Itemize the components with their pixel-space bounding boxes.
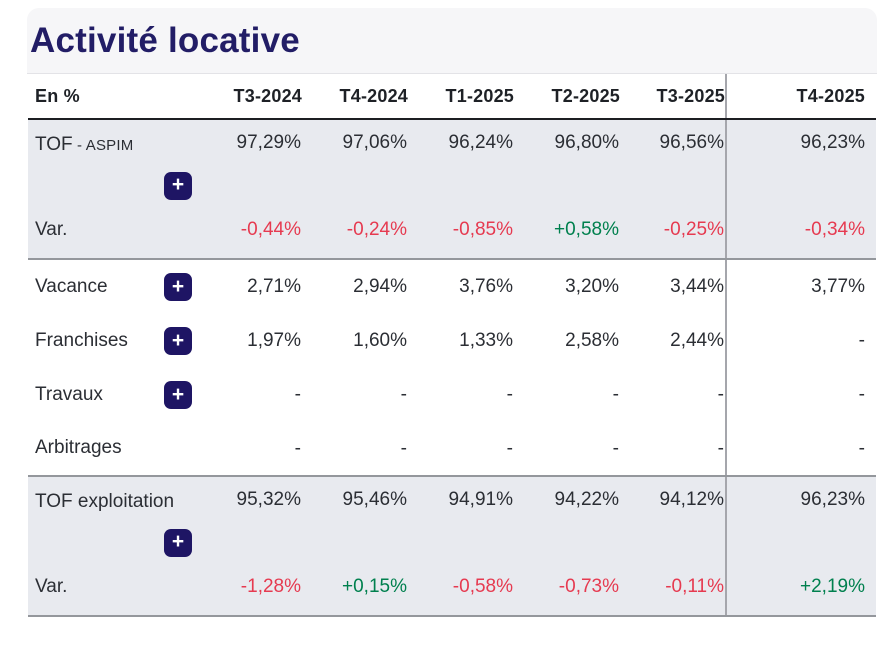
value-cell: 2,71% [247, 276, 301, 298]
expand-button[interactable]: + [164, 327, 192, 356]
value-cell: 96,24% [408, 119, 514, 204]
value-cell: +0,15% [302, 560, 408, 618]
column-header: T3-2025 [620, 74, 726, 121]
table-body: TOF - ASPIM + 97,29% 97,06% 96,24% 96,80% 96… [28, 119, 876, 618]
value-cell: - [725, 314, 876, 369]
value-cell: - [196, 422, 302, 478]
value-cell: - [717, 384, 724, 406]
page-title: Activité locative [30, 21, 300, 60]
value-cell: - [725, 368, 876, 423]
value-cell: 3,77% [725, 259, 876, 315]
value-cell: - [302, 422, 408, 478]
column-header: T2-2025 [514, 74, 620, 121]
header-row: En % T3-2024 T4-2024 T1-2025 T2-2025 T3-2025… [28, 74, 876, 121]
unit-label: En % [28, 74, 196, 121]
plus-icon: + [171, 530, 185, 554]
row-label: Var. [35, 575, 68, 597]
value-cell: 1,33% [459, 330, 513, 352]
plus-icon: + [171, 382, 185, 406]
value-cell: 3,76% [459, 276, 513, 298]
value-cell: 95,46% [302, 476, 408, 561]
value-cell: - [514, 422, 620, 478]
value-cell: 97,29% [196, 119, 302, 204]
value-cell: +2,19% [725, 560, 876, 618]
expand-button[interactable]: + [164, 273, 192, 302]
row-label-box: TOF - ASPIM + [35, 132, 195, 200]
value-cell: 1,97% [247, 330, 301, 352]
row-label-box: Var. [35, 574, 195, 601]
value-cell: - [408, 422, 514, 478]
value-cell: 2,58% [565, 330, 619, 352]
value-cell: -0,24% [302, 203, 408, 261]
value-cell: 96,23% [725, 476, 876, 561]
value-cell: - [620, 422, 726, 478]
row-label: Var. [35, 218, 68, 240]
table-row-vacance: Vacance + 2,71% 2,94% 3,76% 3,20% 3,44% 3,77% [28, 259, 876, 315]
column-header: T1-2025 [408, 74, 514, 121]
plus-icon: + [171, 173, 185, 197]
value-cell: -0,11% [620, 560, 726, 618]
expand-button[interactable]: + [164, 381, 192, 410]
table-row-travaux: Travaux + ------ [28, 368, 876, 423]
value-cell: 96,56% [620, 119, 726, 204]
row-label-box: Arbitrages [35, 435, 195, 462]
row-label: TOF exploitation [35, 491, 175, 513]
row-label: Travaux [35, 384, 103, 406]
value-cell: -0,73% [514, 560, 620, 618]
plus-icon: + [171, 328, 185, 352]
value-cell: 97,06% [302, 119, 408, 204]
expand-button[interactable]: + [164, 171, 192, 200]
table-area: En % T3-2024 T4-2024 T1-2025 T2-2025 T3-2025… [27, 73, 877, 618]
column-header: T3-2024 [196, 74, 302, 121]
value-cell: 3,20% [565, 276, 619, 298]
value-cell: -0,58% [408, 560, 514, 618]
row-label: Arbitrages [35, 437, 122, 459]
value-cell: 94,91% [408, 476, 514, 561]
row-label-box: Franchises + [35, 327, 195, 356]
value-cell: - [400, 384, 407, 406]
row-label-suffix: - ASPIM [72, 137, 134, 155]
value-cell: 95,32% [196, 476, 302, 561]
value-cell: - [725, 422, 876, 478]
value-cell: 2,44% [670, 330, 724, 352]
row-label-box: Travaux + [35, 381, 195, 410]
table-row-tof-aspim: TOF - ASPIM + 97,29% 97,06% 96,24% 96,80% 96… [28, 119, 876, 204]
value-cell: - [294, 384, 301, 406]
value-cell: -0,34% [725, 203, 876, 261]
value-cell: 96,80% [514, 119, 620, 204]
table-row-franchises: Franchises + 1,97% 1,60% 1,33% 2,58% 2,44% - [28, 314, 876, 369]
table-row-tof-exploitation: TOF exploitation + 95,32% 95,46% 94,91% 94,… [28, 476, 876, 561]
row-label: Franchises [35, 330, 128, 352]
activity-card: Activité locative En % T3-2024 T4-2024 T1-… [27, 8, 877, 618]
value-cell: 2,94% [353, 276, 407, 298]
column-header: T4-2025 [725, 74, 876, 121]
row-label-box: TOF exploitation + [35, 489, 195, 557]
plus-icon: + [171, 274, 185, 298]
value-cell: 94,22% [514, 476, 620, 561]
value-cell: - [612, 384, 619, 406]
value-cell: -0,44% [196, 203, 302, 261]
row-label: Vacance [35, 276, 108, 298]
value-cell: -1,28% [196, 560, 302, 618]
value-cell: -0,85% [408, 203, 514, 261]
row-label: TOF - ASPIM [35, 134, 134, 156]
value-cell: +0,58% [514, 203, 620, 261]
value-cell: - [506, 384, 513, 406]
table-row-arbitrages: Arbitrages ------ [28, 422, 876, 478]
table-row-var-tof-exploitation: Var. -1,28% +0,15% -0,58% -0,73% -0,11% +2,19… [28, 560, 876, 618]
value-cell: -0,25% [620, 203, 726, 261]
value-cell: 1,60% [353, 330, 407, 352]
value-cell: 96,23% [725, 119, 876, 204]
expand-button[interactable]: + [164, 528, 192, 557]
value-cell: 94,12% [620, 476, 726, 561]
table-row-var-tof-aspim: Var. -0,44% -0,24% -0,85% +0,58% -0,25% -0,34… [28, 203, 876, 261]
activity-table: En % T3-2024 T4-2024 T1-2025 T2-2025 T3-2025… [28, 74, 876, 618]
row-label-box: Vacance + [35, 273, 195, 302]
value-cell: 3,44% [670, 276, 724, 298]
row-label-box: Var. [35, 217, 195, 244]
column-header: T4-2024 [302, 74, 408, 121]
